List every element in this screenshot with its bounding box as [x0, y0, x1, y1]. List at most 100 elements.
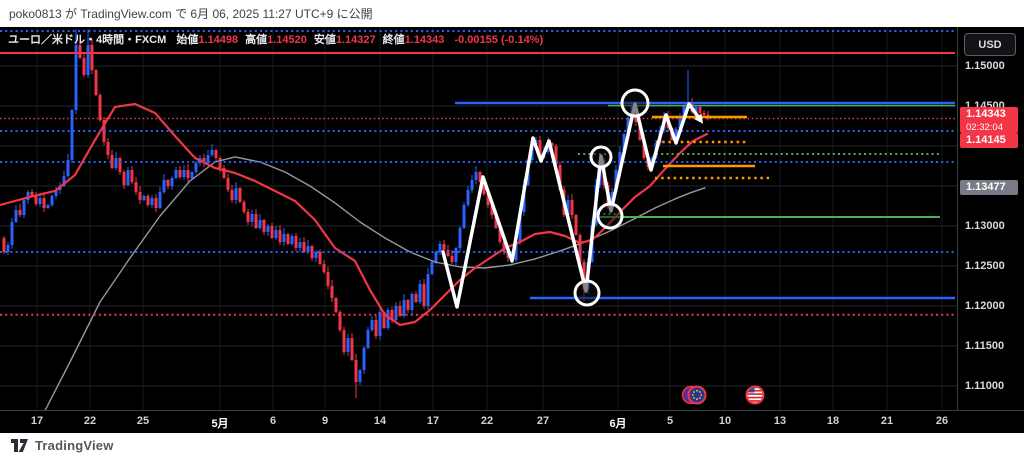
candle-body [406, 300, 410, 310]
candle-body [298, 242, 302, 248]
candle-body [106, 142, 110, 155]
price-axis[interactable]: USD 1.150001.145001.130001.125001.120001… [957, 27, 1024, 410]
candle-body [430, 262, 434, 274]
candle-body [186, 170, 190, 178]
candle-body [398, 306, 402, 316]
candle-body [642, 140, 646, 158]
candle-body [426, 274, 430, 306]
candle-body [182, 170, 186, 177]
candle-body [306, 246, 310, 252]
candle-body [158, 192, 162, 208]
candle-body [174, 170, 178, 178]
circle-marker [596, 202, 624, 230]
us-flag-stripe [746, 389, 764, 392]
time-axis-tick: 27 [536, 415, 550, 427]
candle-body [166, 180, 170, 186]
zigzag-annotation [441, 102, 701, 309]
eu-event-flag-icon[interactable] [681, 385, 707, 405]
candle-body [154, 198, 158, 208]
candle-body [450, 256, 454, 262]
eu-flag-star [700, 394, 703, 396]
candle-body [250, 214, 254, 222]
eu-flag-star [691, 394, 694, 396]
candle-body [346, 338, 350, 352]
candle-body [90, 45, 94, 70]
candle-body [702, 113, 706, 115]
candle-body [518, 212, 522, 242]
candle-body [150, 198, 154, 205]
price-axis-tick: 1.13000 [965, 220, 1005, 232]
candle-body [42, 198, 46, 208]
zigzag-arrowhead [694, 113, 704, 124]
price-axis-tick: 1.11000 [965, 380, 1005, 392]
candle-body [118, 158, 122, 172]
candle-body [142, 196, 146, 200]
candle-body [34, 196, 38, 204]
candle-body [698, 107, 702, 113]
candle-body [210, 150, 214, 155]
candle-body [314, 252, 318, 258]
symbol-title: ユーロ／米ドル・4時間・FXCM [8, 34, 167, 46]
candle-body [262, 220, 266, 232]
candle-body [626, 118, 630, 134]
time-axis-tick: 17 [30, 415, 44, 427]
candle-body [98, 95, 102, 120]
price-axis-tick: 1.15000 [965, 60, 1005, 72]
candle-body [342, 330, 346, 352]
time-axis-tick: 17 [426, 415, 440, 427]
candle-body [242, 202, 246, 212]
candle-body [206, 155, 210, 163]
candle-body [382, 312, 386, 328]
candle-body [362, 348, 366, 370]
time-axis-tick: 13 [773, 415, 787, 427]
ma-slow-price-badge: 1.13477 [960, 180, 1018, 196]
tradingview-logo-icon [11, 438, 28, 452]
candle-body [14, 210, 18, 222]
candle-body [86, 45, 90, 75]
candle-body [54, 190, 58, 196]
legend-ohlc: 始値1.14498 高値1.14520 安値1.14327 終値1.14343 [169, 34, 444, 46]
eu-flag-circle [687, 385, 707, 405]
candle-body [130, 170, 134, 182]
candle-body [402, 300, 406, 316]
candle-body [490, 205, 494, 215]
currency-toggle-button[interactable]: USD [964, 33, 1016, 56]
candle-body [170, 178, 174, 186]
candle-body [358, 370, 362, 382]
candle-body [410, 294, 414, 310]
candle-body [238, 188, 242, 202]
candle-body [30, 192, 34, 196]
candle-body [146, 196, 150, 205]
candle-body [202, 158, 206, 163]
us-event-flag-icon[interactable] [745, 385, 765, 405]
chart-area[interactable]: ユーロ／米ドル・4時間・FXCM 始値1.14498 高値1.14520 安値1.1… [0, 27, 1024, 433]
eu-flag-star [699, 391, 701, 393]
time-axis-tick: 22 [480, 415, 494, 427]
price-axis-tick: 1.11500 [965, 340, 1005, 352]
candle-body [470, 180, 474, 190]
ma-slow-line [44, 156, 706, 410]
time-axis-tick: 25 [136, 415, 150, 427]
time-axis-tick: 6月 [609, 418, 627, 430]
candle-body [506, 252, 510, 258]
candle-body [478, 172, 482, 182]
candle-body [2, 238, 6, 252]
candle-body [178, 170, 182, 177]
candle-body [230, 190, 234, 200]
circle-marker [589, 145, 613, 169]
time-axis-tick: 26 [935, 415, 949, 427]
candle-body [386, 310, 390, 328]
candle-body [554, 146, 558, 165]
candle-body [46, 205, 50, 208]
time-axis[interactable]: 17 22 25 5月 6 9 14 17 22 27 6月 5 10 13 18 21 26 [0, 410, 1024, 433]
tradingview-brand-link[interactable]: TradingView [35, 437, 114, 453]
candle-body [394, 306, 398, 320]
candle-body [126, 170, 130, 185]
time-axis-tick: 6 [269, 415, 277, 427]
price-pane-svg[interactable] [0, 27, 957, 410]
candle-body [466, 190, 470, 205]
legend-ohlc-value: 1.14343 [404, 34, 445, 46]
candle-body [270, 226, 274, 238]
candle-body [138, 192, 142, 200]
candle-body [162, 180, 166, 192]
